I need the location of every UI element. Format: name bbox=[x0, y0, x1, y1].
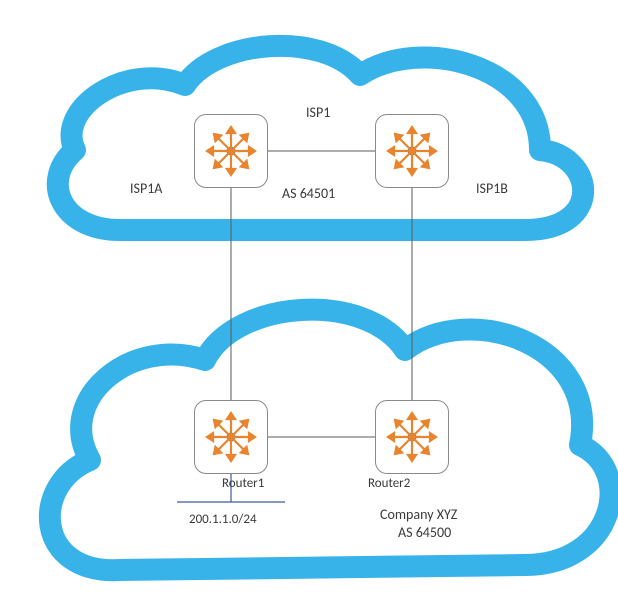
label-router1: Router1 bbox=[222, 476, 264, 491]
label-as-top: AS 64501 bbox=[282, 185, 335, 202]
router-icon bbox=[382, 407, 442, 467]
node-isp1a bbox=[194, 114, 268, 188]
node-router2 bbox=[375, 400, 449, 474]
diagram-canvas: ISP1 ISP1A AS 64501 ISP1B Router1 Router… bbox=[0, 0, 618, 609]
label-isp1a: ISP1A bbox=[130, 180, 162, 197]
router-icon bbox=[382, 121, 442, 181]
node-router1 bbox=[194, 400, 268, 474]
label-router2: Router2 bbox=[368, 476, 410, 491]
label-subnet: 200.1.1.0/24 bbox=[189, 512, 257, 527]
label-as-bottom: AS 64500 bbox=[398, 524, 451, 541]
link-layer bbox=[0, 0, 618, 609]
label-isp1b: ISP1B bbox=[476, 180, 508, 197]
router-icon bbox=[201, 407, 261, 467]
label-isp1: ISP1 bbox=[306, 104, 330, 121]
router-icon bbox=[201, 121, 261, 181]
node-isp1b bbox=[375, 114, 449, 188]
label-company: Company XYZ bbox=[380, 506, 457, 523]
